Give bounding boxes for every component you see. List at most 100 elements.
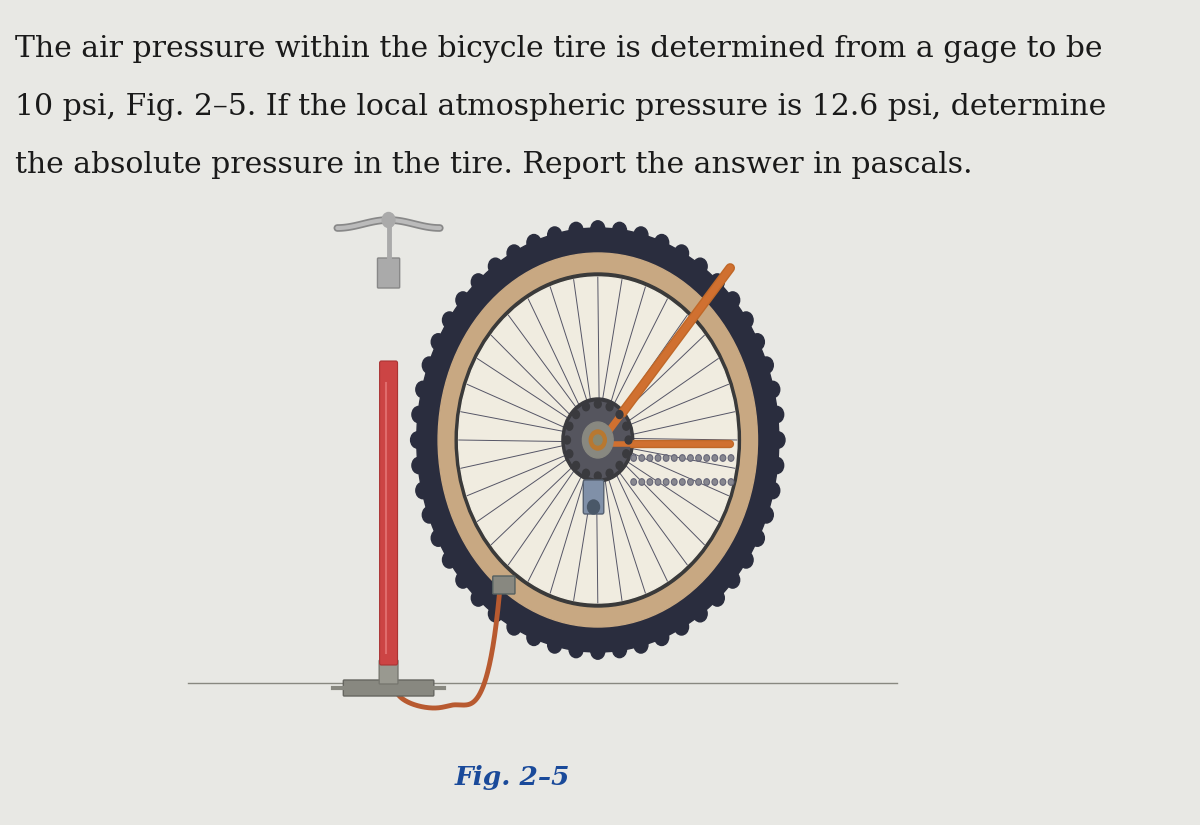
Circle shape — [640, 456, 643, 460]
Circle shape — [564, 436, 570, 444]
Circle shape — [713, 456, 716, 460]
Circle shape — [382, 213, 395, 228]
Circle shape — [589, 430, 606, 450]
Circle shape — [431, 530, 445, 546]
Circle shape — [606, 403, 613, 411]
Text: Fig. 2–5: Fig. 2–5 — [455, 765, 570, 790]
Circle shape — [679, 455, 685, 461]
Circle shape — [508, 245, 521, 262]
Circle shape — [721, 480, 725, 484]
Circle shape — [412, 407, 426, 422]
Circle shape — [712, 455, 718, 461]
FancyBboxPatch shape — [343, 680, 434, 696]
Circle shape — [648, 456, 652, 460]
Circle shape — [588, 500, 600, 514]
Circle shape — [655, 478, 661, 485]
Circle shape — [616, 411, 623, 418]
Circle shape — [730, 480, 733, 484]
Circle shape — [616, 461, 623, 469]
Circle shape — [688, 455, 694, 461]
Circle shape — [647, 455, 653, 461]
Circle shape — [672, 455, 677, 461]
Text: The air pressure within the bicycle tire is determined from a gage to be: The air pressure within the bicycle tire… — [16, 35, 1103, 63]
Circle shape — [726, 292, 739, 309]
Circle shape — [750, 334, 764, 350]
Circle shape — [412, 457, 426, 474]
Circle shape — [455, 273, 740, 607]
Circle shape — [416, 381, 430, 398]
Circle shape — [438, 253, 757, 627]
Circle shape — [697, 456, 701, 460]
Circle shape — [770, 431, 785, 448]
Circle shape — [572, 411, 580, 418]
Circle shape — [672, 456, 676, 460]
Circle shape — [566, 422, 572, 430]
Circle shape — [697, 480, 701, 484]
Circle shape — [625, 436, 632, 444]
Circle shape — [704, 480, 708, 484]
Text: the absolute pressure in the tire. Report the answer in pascals.: the absolute pressure in the tire. Repor… — [16, 151, 973, 179]
Circle shape — [631, 455, 636, 461]
Circle shape — [760, 357, 773, 374]
Circle shape — [431, 334, 445, 350]
Circle shape — [674, 245, 689, 262]
Circle shape — [410, 431, 425, 448]
Circle shape — [632, 456, 635, 460]
Circle shape — [721, 456, 725, 460]
Circle shape — [631, 478, 636, 485]
Circle shape — [710, 590, 725, 606]
Circle shape — [569, 223, 583, 238]
Circle shape — [416, 228, 779, 652]
Circle shape — [640, 480, 643, 484]
FancyBboxPatch shape — [379, 660, 398, 684]
Circle shape — [590, 643, 605, 659]
Circle shape — [547, 637, 562, 653]
Circle shape — [696, 455, 701, 461]
Circle shape — [672, 480, 676, 484]
Circle shape — [656, 456, 660, 460]
Circle shape — [634, 227, 648, 243]
Circle shape — [655, 629, 668, 645]
Circle shape — [606, 469, 613, 477]
Circle shape — [766, 483, 780, 498]
FancyBboxPatch shape — [378, 258, 400, 288]
Circle shape — [562, 398, 634, 482]
Circle shape — [472, 590, 485, 606]
Circle shape — [594, 472, 601, 480]
Circle shape — [647, 478, 653, 485]
Circle shape — [704, 455, 709, 461]
Circle shape — [623, 450, 630, 458]
Circle shape — [664, 455, 668, 461]
Circle shape — [704, 456, 708, 460]
Circle shape — [416, 483, 430, 498]
Circle shape — [728, 478, 733, 485]
Circle shape — [739, 552, 754, 568]
Circle shape — [679, 478, 685, 485]
Circle shape — [634, 637, 648, 653]
Circle shape — [769, 457, 784, 474]
Circle shape — [443, 552, 456, 568]
Circle shape — [739, 312, 754, 328]
Circle shape — [566, 450, 572, 458]
Circle shape — [569, 641, 583, 658]
Circle shape — [527, 629, 541, 645]
Circle shape — [458, 277, 737, 603]
Circle shape — [527, 234, 541, 251]
Circle shape — [720, 478, 726, 485]
Circle shape — [648, 480, 652, 484]
Circle shape — [664, 478, 668, 485]
Circle shape — [750, 530, 764, 546]
Circle shape — [712, 478, 718, 485]
Text: 10 psi, Fig. 2–5. If the local atmospheric pressure is 12.6 psi, determine: 10 psi, Fig. 2–5. If the local atmospher… — [16, 93, 1106, 121]
Circle shape — [656, 480, 660, 484]
Circle shape — [488, 606, 503, 622]
Circle shape — [766, 381, 780, 398]
Circle shape — [710, 274, 725, 290]
Circle shape — [456, 292, 470, 309]
Circle shape — [689, 480, 692, 484]
Circle shape — [689, 456, 692, 460]
Circle shape — [443, 312, 456, 328]
Circle shape — [680, 480, 684, 484]
Circle shape — [769, 407, 784, 422]
Circle shape — [547, 227, 562, 243]
